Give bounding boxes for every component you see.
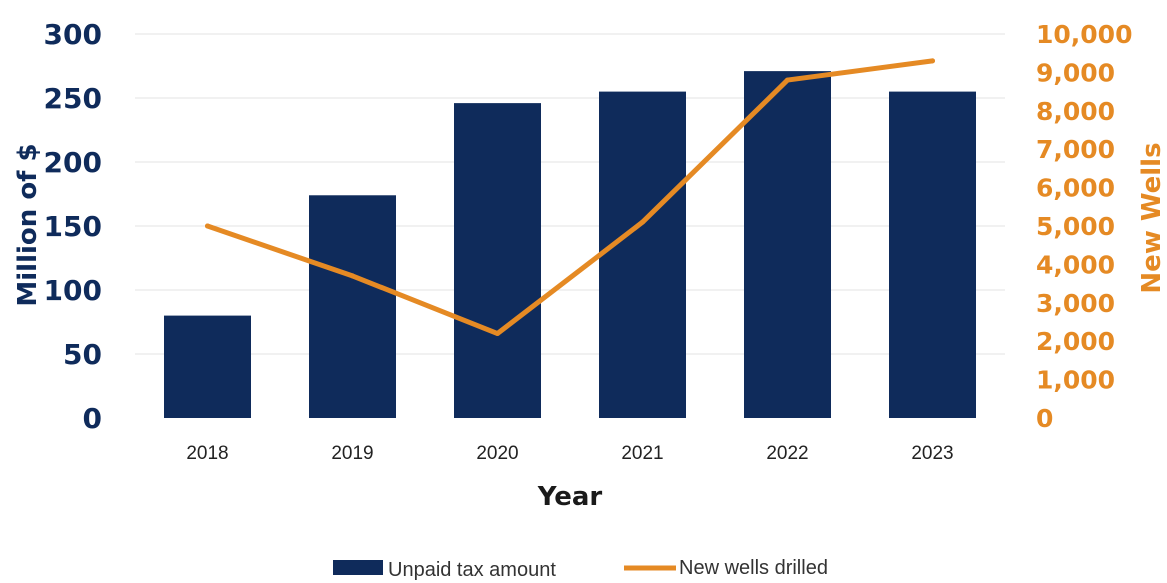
line-point: [495, 331, 500, 337]
bar-series: [164, 71, 976, 419]
right-tick-label: 7,000: [1036, 135, 1115, 164]
y2-axis-title: New Wells: [1137, 142, 1167, 293]
bar: [599, 91, 686, 418]
gridlines: [135, 33, 1005, 355]
left-tick-label: 0: [83, 402, 102, 435]
left-tick-label: 100: [44, 274, 102, 307]
line-series: [205, 58, 935, 337]
line-point: [350, 273, 355, 279]
x-tick-label: 2020: [476, 443, 518, 464]
legend: Unpaid tax amount New wells drilled: [333, 557, 828, 581]
line-point: [640, 219, 645, 225]
x-axis-title: Year: [537, 482, 603, 512]
bar: [889, 91, 976, 418]
x-axis-ticks: 2018 2019 2020 2021 2022 2023: [186, 443, 953, 464]
right-tick-label: 4,000: [1036, 250, 1115, 279]
right-tick-label: 1,000: [1036, 366, 1115, 395]
line-point: [930, 58, 935, 64]
right-tick-label: 0: [1036, 404, 1053, 433]
right-tick-label: 2,000: [1036, 327, 1115, 356]
legend-line-label: New wells drilled: [679, 557, 828, 579]
y-axis-title: Million of $: [13, 143, 43, 306]
left-axis-ticks: 0 50 100 150 200 250 300: [44, 18, 102, 435]
left-tick-label: 150: [44, 210, 102, 243]
right-axis-ticks: 0 1,000 2,000 3,000 4,000 5,000 6,000 7,000 8,00…: [1036, 20, 1132, 433]
right-tick-label: 8,000: [1036, 97, 1115, 126]
right-tick-label: 6,000: [1036, 174, 1115, 203]
left-tick-label: 200: [44, 146, 102, 179]
legend-bar-label: Unpaid tax amount: [388, 559, 556, 581]
x-tick-label: 2023: [911, 443, 953, 464]
bar: [309, 195, 396, 418]
bar: [164, 315, 251, 418]
series-line: [205, 58, 935, 337]
x-tick-label: 2018: [186, 443, 228, 464]
line-point: [785, 77, 790, 83]
left-tick-label: 50: [63, 338, 102, 371]
bar: [744, 71, 831, 419]
right-tick-label: 9,000: [1036, 58, 1115, 87]
legend-bar-swatch: [333, 560, 383, 575]
x-tick-label: 2022: [766, 443, 808, 464]
line-point: [205, 223, 210, 229]
left-tick-label: 300: [44, 18, 102, 51]
right-tick-label: 5,000: [1036, 212, 1115, 241]
left-tick-label: 250: [44, 82, 102, 115]
right-tick-label: 10,000: [1036, 20, 1132, 49]
right-tick-label: 3,000: [1036, 289, 1115, 318]
bar: [454, 103, 541, 419]
x-tick-label: 2021: [621, 443, 663, 464]
x-tick-label: 2019: [331, 443, 373, 464]
